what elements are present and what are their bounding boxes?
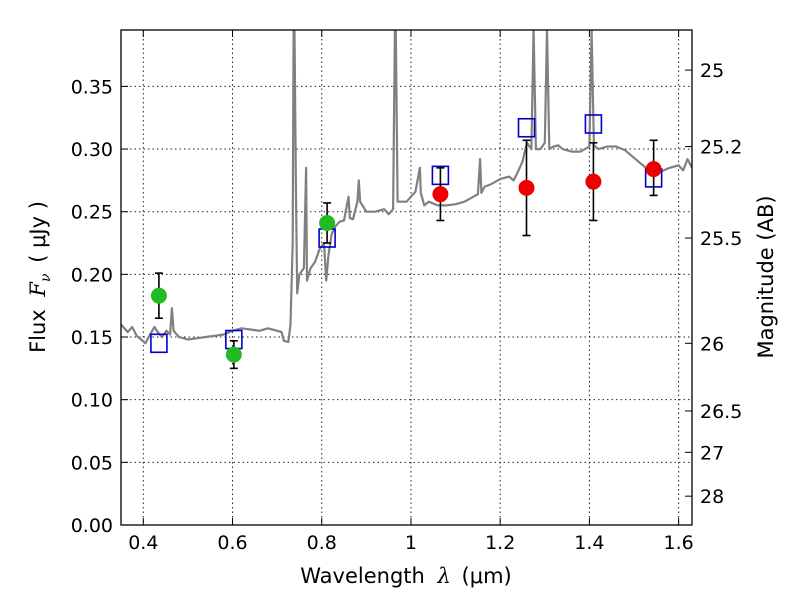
- y2-axis-label: Magnitude (AB): [754, 195, 778, 358]
- y-axis-symbol: F: [26, 281, 50, 298]
- y-tick-label: 0.15: [71, 327, 113, 349]
- y-tick-label: 0.05: [71, 452, 113, 474]
- tick-layer: 0.4 0.6 0.8 1 1.2 1.4 1.6 0.00 0.05 0.10 0.15 0.20 0…: [71, 30, 742, 554]
- observed-flux-point: [645, 161, 662, 178]
- x-tick-label: 0.6: [217, 532, 247, 554]
- spectrum-layer: [121, 30, 692, 345]
- y2-tick-label: 26: [700, 333, 724, 355]
- y2-tick-label: 25: [700, 60, 724, 82]
- marker-layer: [150, 114, 663, 370]
- y-axis-subscript: ν: [38, 273, 54, 282]
- model-flux-square: [584, 114, 603, 134]
- model-flux-square: [517, 117, 536, 138]
- x-tick-label: 0.4: [128, 532, 158, 554]
- y-tick-label: 0.30: [71, 139, 113, 161]
- observed-flux-point: [432, 186, 449, 203]
- y2-tick-label: 27: [700, 442, 724, 464]
- y-tick-label: 0.00: [71, 515, 113, 537]
- y2-tick-label: 26.5: [700, 401, 742, 423]
- y2-tick-label: 28: [700, 486, 724, 508]
- x-tick-label: 1: [405, 532, 417, 554]
- y-tick-label: 0.10: [71, 390, 113, 412]
- x-tick-label: 1.6: [664, 532, 694, 554]
- y-axis-label-text: Flux: [26, 309, 50, 353]
- observed-flux-point: [150, 287, 167, 304]
- plot-frame: [120, 29, 693, 526]
- x-axis-unit: (μm): [462, 564, 512, 588]
- model-spectrum-line: [121, 30, 692, 345]
- y2-tick-label: 25.5: [700, 228, 742, 250]
- observed-flux-point: [225, 346, 242, 363]
- x-tick-label: 1.2: [485, 532, 515, 554]
- observed-flux-point: [585, 173, 602, 190]
- x-axis-label: Wavelength λ (μm): [300, 564, 511, 588]
- model-flux-square: [150, 333, 168, 354]
- x-tick-label: 1.4: [574, 532, 604, 554]
- y-tick-label: 0.35: [71, 76, 113, 98]
- observed-flux-point: [518, 179, 535, 196]
- y-axis-unit: ( μJy ): [26, 201, 50, 263]
- x-tick-label: 0.8: [307, 532, 337, 554]
- y-axis-label: Flux Fν ( μJy ): [26, 201, 55, 353]
- x-axis-symbol: λ: [437, 564, 451, 588]
- observed-flux-point: [319, 214, 336, 231]
- y-tick-label: 0.25: [71, 202, 113, 224]
- y2-tick-label: 25.2: [700, 137, 742, 159]
- x-axis-label-text: Wavelength: [300, 564, 425, 588]
- grid-layer: [121, 30, 692, 525]
- y-tick-label: 0.20: [71, 264, 113, 286]
